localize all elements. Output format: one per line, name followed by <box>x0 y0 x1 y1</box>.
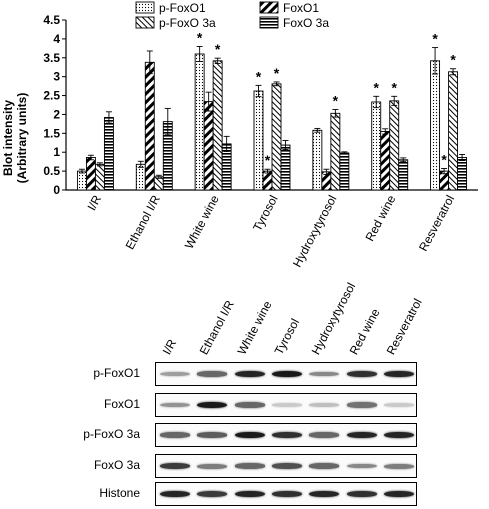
blot-band <box>234 463 265 469</box>
legend-swatch <box>259 16 279 29</box>
blot-band <box>159 432 190 438</box>
legend-label: p-FoxO 3a <box>159 16 216 30</box>
y-axis-label-line2: (Arbitrary units) <box>15 93 29 184</box>
blot-strip <box>155 454 417 478</box>
legend-label: p-FoxO1 <box>159 1 206 15</box>
blot-row-label: FoxO 3a <box>93 458 140 472</box>
blot-lane-label: I/R <box>159 336 179 357</box>
chart-bars: * * * * * * * * * * * <box>76 29 468 191</box>
blot-row-label: FoxO1 <box>103 397 140 411</box>
blot-row-label: p-FoxO1 <box>93 366 140 380</box>
blot-lane-label: Resveratrol <box>383 296 426 357</box>
chart-legend: p-FoxO1 FoxO1 p-FoxO 3a FoxO 3a <box>135 1 329 30</box>
legend-label: FoxO 3a <box>283 16 329 30</box>
x-tick-label: I/R <box>85 193 105 213</box>
blot-band <box>309 371 340 377</box>
blot-lane-label: White wine <box>234 298 275 357</box>
y-tick-label: 3 <box>53 70 60 84</box>
blot-band <box>234 402 265 408</box>
blot-band <box>309 432 340 438</box>
y-tick-label: 4.5 <box>43 13 60 27</box>
blot-band <box>234 431 265 439</box>
blot-band <box>159 462 190 470</box>
y-tick-label: 3.5 <box>43 51 60 65</box>
blot-band <box>384 370 415 378</box>
blot-band <box>346 370 377 378</box>
significance-star: * <box>441 151 447 167</box>
significance-star: * <box>256 68 262 84</box>
y-axis-label-line1: Blot intensity <box>1 100 15 176</box>
blot-band <box>159 490 190 498</box>
blot-strip <box>155 482 417 506</box>
blot-band <box>234 490 265 498</box>
blot-band <box>272 431 302 439</box>
legend-swatch <box>135 1 155 14</box>
y-tick-label: 2.5 <box>43 89 60 103</box>
significance-star: * <box>373 79 379 95</box>
blot-band <box>159 402 190 408</box>
y-tick-label: 1.5 <box>43 126 60 140</box>
blot-lane-label: Tyrosol <box>271 316 303 357</box>
significance-star: * <box>215 41 221 57</box>
blot-band <box>309 403 340 407</box>
blot-band <box>346 402 377 408</box>
legend-label: FoxO1 <box>283 1 319 15</box>
y-tick-label: 2 <box>53 107 60 121</box>
blot-band <box>197 463 228 469</box>
blot-lane-label: Ethanol I/R <box>196 298 238 357</box>
y-tick-label: 1 <box>53 145 60 159</box>
blot-band <box>272 490 302 498</box>
significance-star: * <box>450 52 456 68</box>
blot-band <box>272 463 302 469</box>
blot-band <box>234 370 265 378</box>
blot-band <box>346 431 377 439</box>
legend-swatch <box>135 16 155 29</box>
blot-lane-label: Red wine <box>346 306 383 357</box>
y-tick-label: 0 <box>53 183 60 197</box>
blot-band <box>197 371 228 377</box>
chart-axes: 0 0.5 1 1.5 2 2.5 3 3.5 4 4.5 <box>43 13 478 197</box>
significance-star: * <box>265 152 271 168</box>
blot-band <box>384 463 415 469</box>
blot-band <box>309 490 340 498</box>
blot-band <box>272 403 302 407</box>
y-tick-label: 4 <box>53 32 60 46</box>
significance-star: * <box>333 93 339 109</box>
blot-row-label: p-FoxO 3a <box>83 427 140 441</box>
blot-band <box>384 490 415 498</box>
blot-band <box>309 463 340 469</box>
significance-star: * <box>197 29 203 45</box>
blot-strip <box>155 362 417 386</box>
blot-band <box>346 490 377 498</box>
significance-star: * <box>391 79 397 95</box>
y-tick-label: 0.5 <box>43 164 60 178</box>
legend-swatch <box>259 1 279 14</box>
blot-band <box>384 431 415 439</box>
blot-strip <box>155 393 417 417</box>
significance-star: * <box>432 31 438 47</box>
bar-chart: 00.511.522.533.544.5 ******* **** I/R Etha… <box>1 1 478 269</box>
blot-band <box>197 432 228 438</box>
blot-band <box>197 401 228 409</box>
blot-band <box>159 371 190 377</box>
blot-band <box>346 463 377 469</box>
blot-strip <box>155 423 417 447</box>
significance-star: * <box>274 65 280 81</box>
blot-band <box>272 370 302 378</box>
blot-band <box>197 490 228 498</box>
blot-row-label: Histone <box>99 486 140 500</box>
blot-band <box>384 403 415 407</box>
